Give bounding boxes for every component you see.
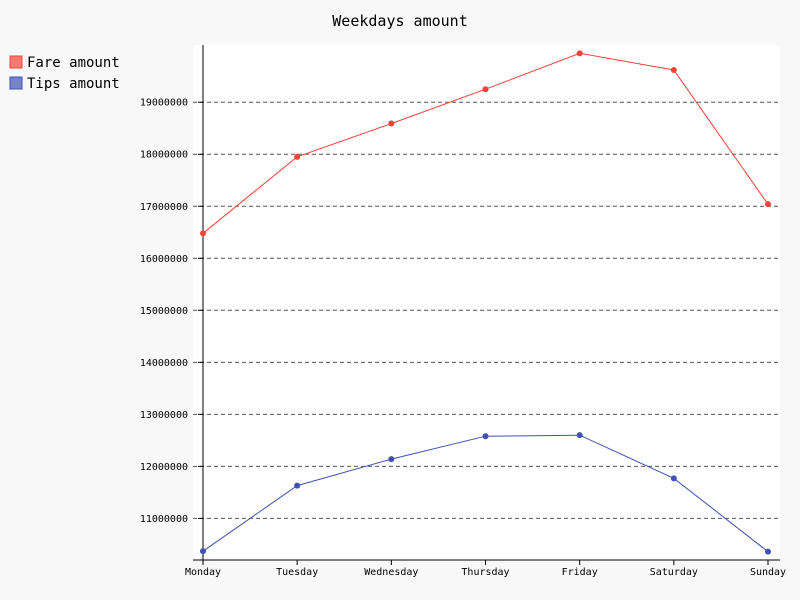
data-point-fare-amount[interactable] bbox=[200, 230, 206, 237]
chart-title: Weekdays amount bbox=[332, 12, 467, 30]
data-point-fare-amount[interactable] bbox=[482, 86, 489, 93]
x-axis-ticks: Monday Tuesday Wednesday Thursday Friday Satu… bbox=[185, 560, 786, 578]
x-tick-label: Sunday bbox=[750, 567, 786, 578]
x-tick-label: Saturday bbox=[650, 567, 698, 578]
data-point-fare-amount[interactable] bbox=[294, 153, 301, 160]
legend-label-tips: Tips amount bbox=[27, 76, 120, 92]
y-tick-label: 13000000 bbox=[140, 410, 188, 421]
y-tick-label: 18000000 bbox=[140, 150, 188, 161]
y-tick-label: 16000000 bbox=[140, 254, 188, 265]
legend: Fare amount Tips amount bbox=[9, 55, 120, 92]
data-point-fare-amount[interactable] bbox=[576, 50, 583, 57]
data-point-fare-amount[interactable] bbox=[765, 201, 771, 208]
x-tick-label: Wednesday bbox=[364, 567, 418, 578]
y-tick-label: 15000000 bbox=[140, 306, 188, 317]
y-tick-label: 19000000 bbox=[140, 98, 188, 109]
series-tips-amount bbox=[200, 432, 771, 555]
data-point-fare-amount[interactable] bbox=[670, 66, 677, 73]
legend-swatch-tips bbox=[9, 76, 23, 90]
legend-item-tips[interactable]: Tips amount bbox=[9, 76, 120, 92]
data-point-tips-amount[interactable] bbox=[765, 548, 771, 555]
data-point-fare-amount[interactable] bbox=[388, 120, 395, 127]
plot-area bbox=[193, 45, 780, 560]
y-tick-label: 17000000 bbox=[140, 202, 188, 213]
data-point-tips-amount[interactable] bbox=[576, 432, 583, 439]
x-tick-label: Tuesday bbox=[276, 567, 318, 578]
legend-swatch-fare bbox=[9, 55, 23, 69]
x-tick-label: Monday bbox=[185, 567, 221, 578]
data-point-tips-amount[interactable] bbox=[670, 475, 677, 482]
y-tick-label: 14000000 bbox=[140, 358, 188, 369]
data-point-tips-amount[interactable] bbox=[200, 548, 206, 555]
x-tick-label: Thursday bbox=[461, 567, 509, 578]
series-fare-amount bbox=[200, 50, 771, 237]
data-point-tips-amount[interactable] bbox=[482, 433, 489, 440]
data-point-tips-amount[interactable] bbox=[388, 456, 395, 463]
data-point-tips-amount[interactable] bbox=[294, 482, 301, 489]
y-axis-ticks: 11000000 12000000 13000000 14000000 15000000… bbox=[140, 98, 203, 525]
y-tick-label: 11000000 bbox=[140, 514, 188, 525]
legend-label-fare: Fare amount bbox=[27, 55, 120, 71]
y-tick-label: 12000000 bbox=[140, 462, 188, 473]
series-layer bbox=[200, 50, 771, 555]
legend-item-fare[interactable]: Fare amount bbox=[9, 55, 120, 71]
x-tick-label: Friday bbox=[562, 567, 598, 578]
